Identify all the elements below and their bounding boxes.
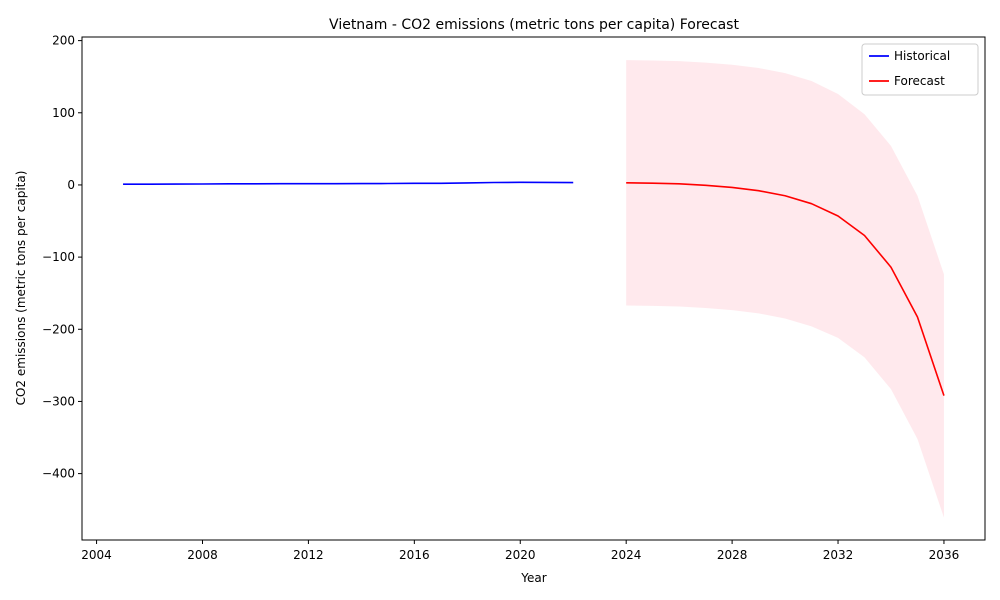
legend-box [861, 43, 979, 96]
x-tick-label: 2028 [717, 548, 748, 562]
y-tick-label: 200 [52, 34, 75, 48]
x-axis: 2004 2008 2012 2016 2020 2024 2028 2032 2036 [81, 540, 959, 562]
x-tick-label: 2032 [823, 548, 854, 562]
x-axis-label: Year [520, 571, 546, 585]
y-tick-label: 100 [52, 106, 75, 120]
legend: Historical Forecast [861, 43, 979, 96]
series-line-historical [123, 181, 574, 186]
plot-area [123, 60, 945, 518]
x-tick-label: 2016 [399, 548, 430, 562]
x-tick-label: 2024 [611, 548, 642, 562]
x-tick-label: 2008 [187, 548, 218, 562]
legend-label-historical: Historical [894, 49, 950, 63]
legend-label-forecast: Forecast [894, 74, 945, 88]
x-tick-label: 2036 [929, 548, 960, 562]
y-tick-label: 0 [67, 178, 75, 192]
y-tick-label: −100 [42, 250, 75, 264]
y-axis: −400 −300 −200 −100 0 100 200 [42, 34, 82, 481]
y-tick-label: −200 [42, 322, 75, 336]
x-tick-label: 2012 [293, 548, 324, 562]
y-tick-label: −300 [42, 394, 75, 408]
x-tick-label: 2004 [81, 548, 112, 562]
axes-frame [81, 36, 986, 541]
chart-title: Vietnam - CO2 emissions (metric tons per… [329, 17, 739, 33]
y-axis-label: CO2 emissions (metric tons per capita) [14, 171, 28, 406]
x-tick-label: 2020 [505, 548, 536, 562]
series-line-forecast [626, 181, 945, 396]
y-tick-label: −400 [42, 467, 75, 481]
confidence-band [626, 60, 944, 518]
